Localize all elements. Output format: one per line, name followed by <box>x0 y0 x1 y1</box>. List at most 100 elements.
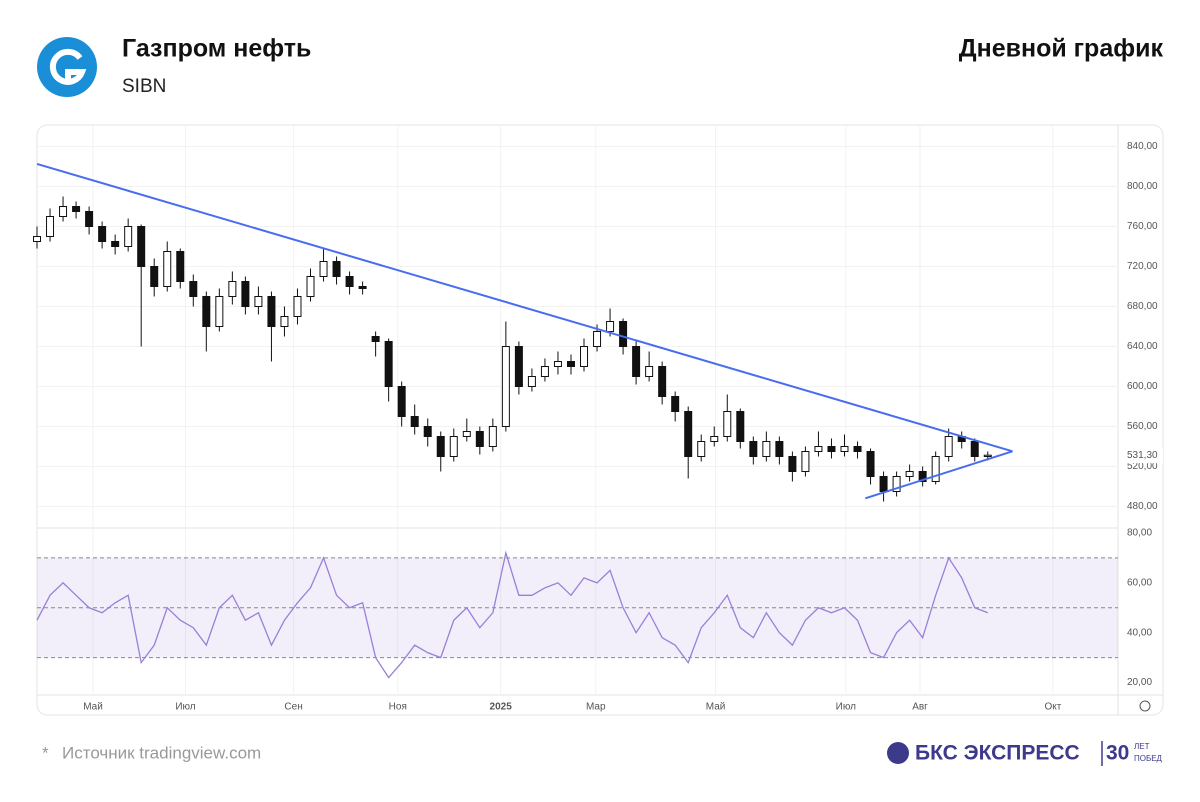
candle-body <box>619 321 628 347</box>
candle-body <box>514 346 523 387</box>
candle-body <box>59 206 68 217</box>
candle-body <box>593 331 602 347</box>
x-tick-label: Май <box>83 702 103 713</box>
title: Газпром нефть <box>122 35 311 63</box>
candle-body <box>111 241 120 247</box>
x-tick-label: 2025 <box>490 702 513 713</box>
x-tick-label: Окт <box>1044 702 1061 713</box>
candle-body <box>723 411 732 437</box>
candle-body <box>33 236 41 242</box>
candle-body <box>150 266 159 287</box>
brand-icon <box>887 742 909 764</box>
candle-body <box>319 261 328 277</box>
x-tick-label: Май <box>706 702 726 713</box>
price-pane: 480,00 520,00 560,00 600,00 640,00 680,00 720,… <box>33 125 1163 713</box>
candle-body <box>606 321 615 332</box>
candle-body <box>488 426 497 447</box>
candle-body <box>163 251 172 287</box>
y-tick-label: 480,00 <box>1127 501 1158 512</box>
source-mark: * <box>42 743 49 762</box>
candle-body <box>228 281 237 297</box>
candle-body <box>124 226 133 247</box>
candle-body <box>72 206 81 212</box>
source: Источник tradingview.com <box>62 743 261 762</box>
y-tick-label: 840,00 <box>1127 141 1158 152</box>
candle-body <box>697 441 706 457</box>
anniversary-top: ЛЕТ <box>1134 742 1150 751</box>
candle-body <box>449 436 458 457</box>
candle-body <box>137 226 146 267</box>
candle-body <box>749 441 758 457</box>
x-tick-label: Июл <box>175 702 195 713</box>
chart-kind: Дневной график <box>959 35 1164 63</box>
candle-body <box>384 341 393 387</box>
candle-body <box>645 366 654 377</box>
candle-body <box>527 376 536 387</box>
y-tick-label: 760,00 <box>1127 221 1158 232</box>
candle-body <box>553 361 562 367</box>
x-tick-label: Авг <box>912 702 928 713</box>
y-tick-label: 20,00 <box>1127 677 1152 688</box>
candle-body <box>332 261 341 277</box>
candle-body <box>462 431 471 437</box>
candle-body <box>475 431 484 447</box>
candle-body <box>306 276 315 297</box>
candle-body <box>775 441 784 457</box>
candle-body <box>580 346 589 367</box>
candle-body <box>501 346 510 427</box>
x-tick-label: Мар <box>586 702 606 713</box>
rsi-line <box>36 550 988 679</box>
candle-body <box>762 441 771 457</box>
candle-body <box>814 446 823 452</box>
candle-body <box>267 296 276 327</box>
candle-body <box>970 441 979 457</box>
candle-body <box>241 281 250 307</box>
candle-body <box>905 471 914 477</box>
y-tick-label: 680,00 <box>1127 301 1158 312</box>
candle-body <box>671 396 680 412</box>
trendline <box>36 162 1013 453</box>
candle-body <box>788 456 797 472</box>
trendline <box>865 450 1013 500</box>
candle-body <box>215 296 224 327</box>
candle-body <box>710 436 719 442</box>
y-tick-label: 800,00 <box>1127 181 1158 192</box>
y-tick-label: 600,00 <box>1127 381 1158 392</box>
logo-mark <box>49 48 87 85</box>
last-price-label: 531,30 <box>1127 450 1158 461</box>
candle-body <box>202 296 211 327</box>
candle-body <box>85 211 94 227</box>
candle-body <box>840 446 849 452</box>
candle-body <box>189 281 198 297</box>
candle-body <box>397 386 406 417</box>
y-tick-label: 520,00 <box>1127 461 1158 472</box>
candle-body <box>736 411 745 442</box>
brand: БКС ЭКСПРЕСС <box>915 742 1080 765</box>
candle-body <box>410 416 419 427</box>
candle-body <box>632 346 641 377</box>
candle-body <box>345 276 354 287</box>
candle-body <box>358 286 367 289</box>
candle-body <box>879 476 888 492</box>
y-tick-label: 640,00 <box>1127 341 1158 352</box>
x-tick-label: Июл <box>836 702 856 713</box>
candle-body <box>293 296 302 317</box>
candle-body <box>176 251 185 282</box>
candle-body <box>254 296 263 307</box>
candle-body <box>827 446 836 452</box>
candle-body <box>853 446 862 452</box>
candle-body <box>371 336 380 342</box>
candle-body <box>436 436 445 457</box>
logo <box>37 37 97 97</box>
y-tick-label: 40,00 <box>1127 627 1152 638</box>
y-tick-label: 60,00 <box>1127 577 1152 588</box>
settings-icon[interactable] <box>1139 700 1151 712</box>
candle-body <box>280 316 289 327</box>
anniversary: 30 <box>1106 742 1129 765</box>
x-tick-label: Сен <box>284 702 302 713</box>
ticker: SIBN <box>122 76 166 97</box>
chart-panel <box>36 124 1164 716</box>
candle-body <box>423 426 432 437</box>
candle-body <box>983 454 992 458</box>
candle-body <box>566 361 575 367</box>
